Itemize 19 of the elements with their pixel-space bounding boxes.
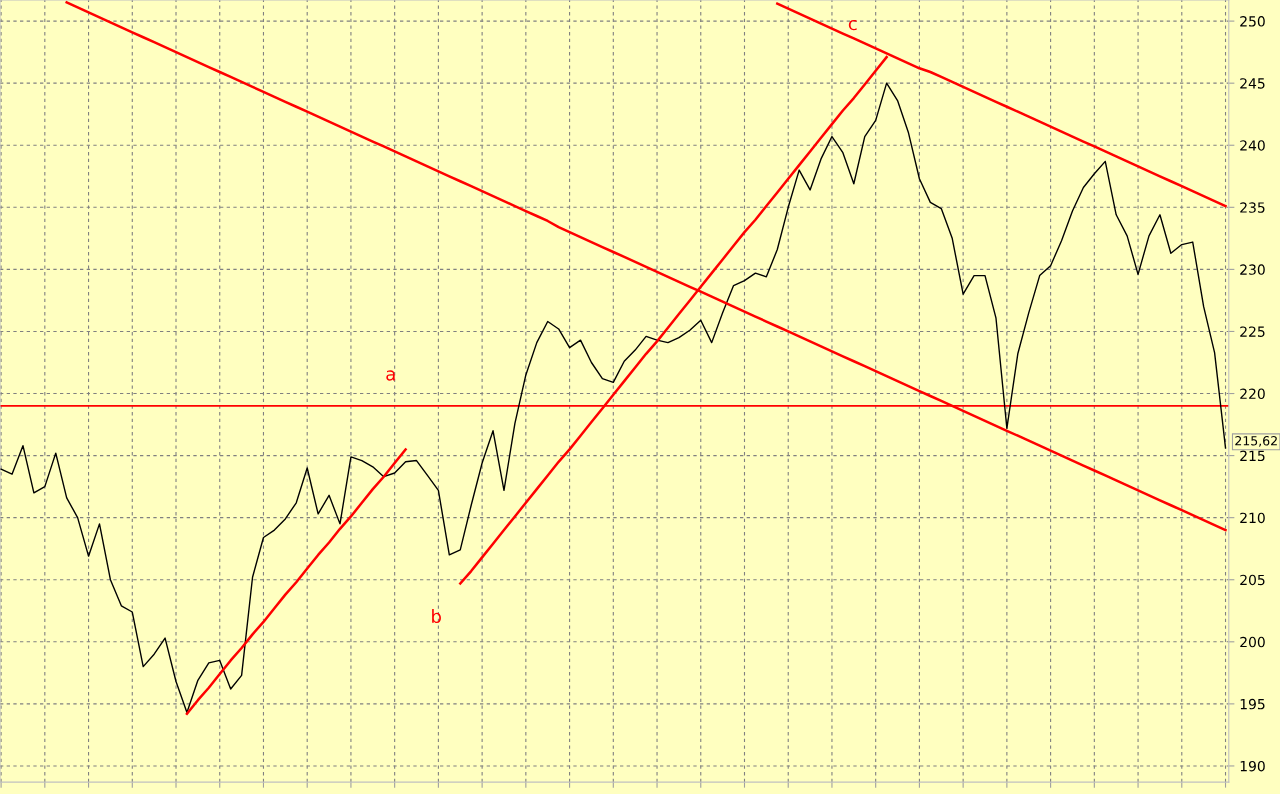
annotation: c <box>848 19 857 31</box>
annotation: a <box>386 370 395 381</box>
y-tick-label: 205 <box>1240 574 1265 586</box>
line-series <box>0 82 1227 714</box>
y-tick-label: 240 <box>1240 140 1265 151</box>
annotation: b <box>432 609 441 624</box>
text: 215,62 <box>1235 436 1277 447</box>
y-tick-label: 195 <box>1240 698 1265 710</box>
y-tick-label: 245 <box>1240 78 1265 89</box>
y-tick-label: 210 <box>1240 512 1265 524</box>
y-tick-label: 220 <box>1240 388 1265 399</box>
y-tick-label: 225 <box>1240 326 1265 337</box>
y-tick-label: 235 <box>1240 202 1265 213</box>
line-series <box>185 448 407 716</box>
y-tick-label: 200 <box>1240 636 1265 648</box>
y-tick-label: 190 <box>1240 760 1265 772</box>
y-tick-label: 215 <box>1240 450 1265 462</box>
y-tick-label: 250 <box>1240 16 1265 27</box>
y-tick-label: 230 <box>1240 264 1265 275</box>
